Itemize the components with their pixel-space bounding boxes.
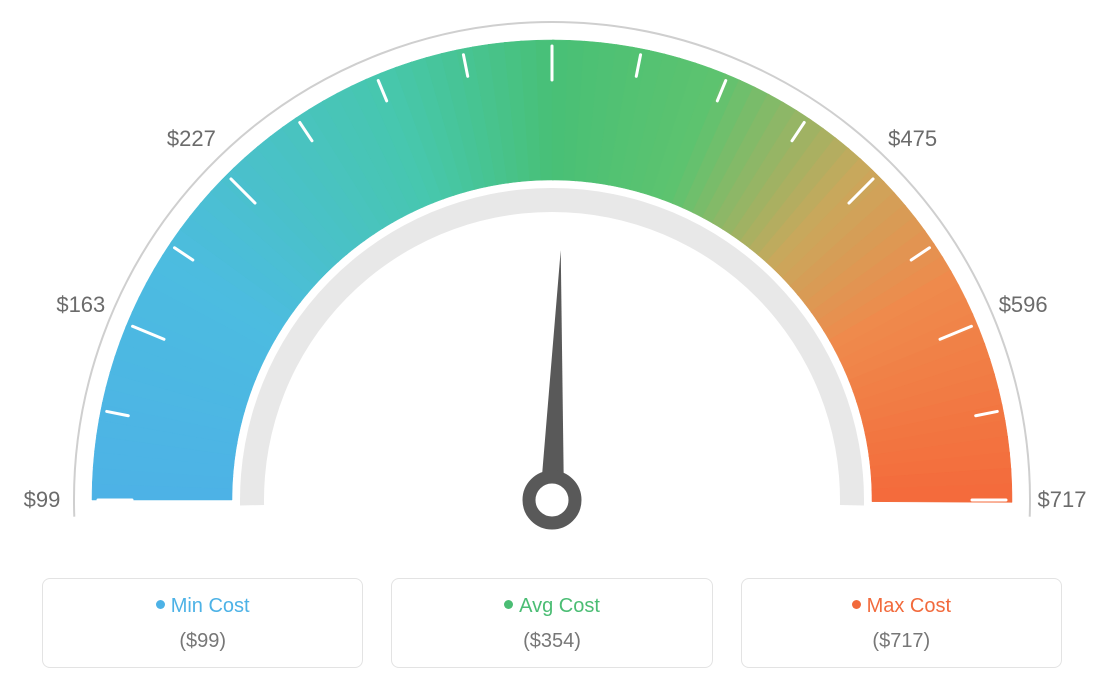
gauge-tick-label: $227: [167, 126, 216, 152]
legend-card-avg: Avg Cost ($354): [391, 578, 712, 668]
legend-card-min: Min Cost ($99): [42, 578, 363, 668]
gauge-tick-label: $717: [1038, 487, 1087, 513]
legend-max-title: Max Cost: [742, 595, 1061, 618]
legend-min-title-text: Min Cost: [171, 595, 250, 617]
legend-avg-title: Avg Cost: [392, 595, 711, 618]
cost-gauge: $99 $163 $227 $354 $475 $596 $717: [0, 0, 1104, 560]
dot-icon: [852, 600, 861, 609]
legend-avg-value: ($354): [392, 630, 711, 653]
dot-icon: [504, 600, 513, 609]
legend-min-title: Min Cost: [43, 595, 362, 618]
gauge-tick-label: $99: [24, 487, 61, 513]
gauge-tick-label: $163: [56, 292, 105, 318]
legend-card-max: Max Cost ($717): [741, 578, 1062, 668]
legend-avg-title-text: Avg Cost: [519, 595, 600, 617]
legend-max-value: ($717): [742, 630, 1061, 653]
legend-max-title-text: Max Cost: [867, 595, 951, 617]
gauge-svg: [0, 0, 1104, 560]
dot-icon: [156, 600, 165, 609]
legend-min-value: ($99): [43, 630, 362, 653]
legend-row: Min Cost ($99) Avg Cost ($354) Max Cost …: [42, 578, 1062, 668]
gauge-tick-label: $354: [528, 0, 577, 3]
gauge-tick-label: $596: [999, 292, 1048, 318]
gauge-tick-label: $475: [888, 126, 937, 152]
